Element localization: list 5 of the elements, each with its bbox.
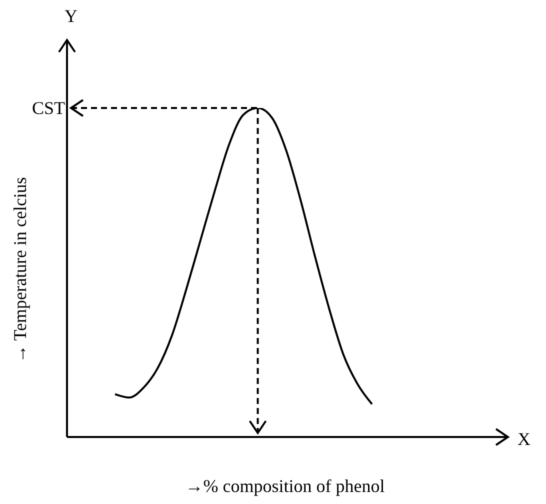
text: X [518, 429, 530, 449]
text: Y [64, 6, 78, 26]
ref-line-label: CST [32, 98, 65, 118]
y-axis-title: → Temperature in celcius [10, 177, 30, 363]
x-axis-title: →% composition of phenol [185, 476, 385, 496]
